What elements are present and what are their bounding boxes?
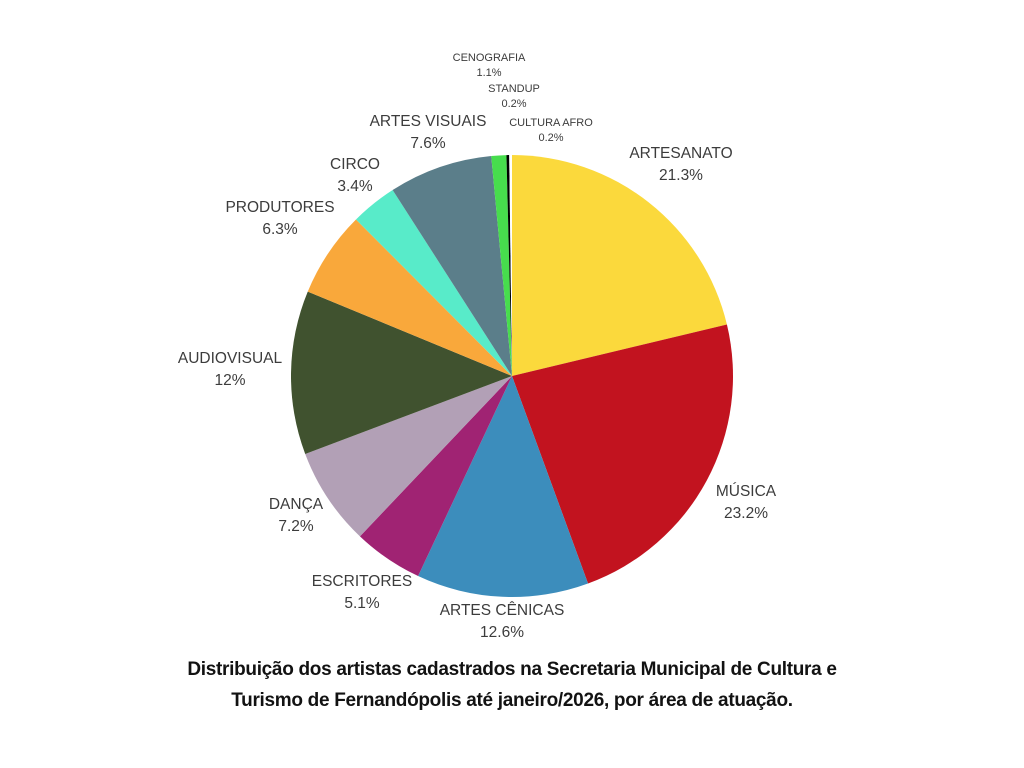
slice-percent: 23.2% [724, 505, 768, 522]
chart-caption: Distribuição dos artistas cadastrados na… [82, 654, 942, 716]
pie-slice-artesanato [512, 155, 727, 376]
slice-name: DANÇA [268, 496, 324, 513]
slice-percent: 5.1% [344, 595, 380, 612]
slice-name: ARTES CÊNICAS [439, 602, 565, 619]
slice-percent: 7.2% [278, 518, 314, 535]
pie-slice-produtores [307, 219, 512, 376]
slice-percent: 6.3% [262, 221, 298, 238]
slice-label-artes-visuais: ARTES VISUAIS 7.6% [370, 111, 487, 155]
pie-slice-artes-visuais [392, 155, 512, 376]
slice-name: AUDIOVISUAL [177, 350, 283, 367]
slice-label-escritores: ESCRITORES 5.1% [312, 571, 413, 615]
slice-percent: 21.3% [659, 167, 703, 184]
slice-label-standup: STANDUP 0.2% [488, 82, 540, 112]
pie-slice-cenografia [491, 155, 512, 376]
slice-percent: 12% [214, 372, 246, 389]
chart-caption-line1: Distribuição dos artistas cadastrados na… [187, 659, 837, 680]
slice-label-cenografia: CENOGRAFIA 1.1% [453, 51, 526, 81]
slice-name: CULTURA AFRO [509, 117, 593, 129]
slice-name: PRODUTORES [225, 199, 335, 216]
slice-label-cultura-afro: CULTURA AFRO 0.2% [509, 116, 593, 146]
slice-percent: 0.2% [538, 132, 564, 144]
slice-label-artesanato: ARTESANATO 21.3% [629, 143, 732, 187]
slice-label-circo: CIRCO 3.4% [330, 154, 380, 198]
slice-label-artes-cenicas: ARTES CÊNICAS 12.6% [440, 600, 565, 644]
slice-percent: 0.2% [501, 98, 527, 110]
slice-percent: 12.6% [480, 624, 524, 641]
slice-name: ARTESANATO [629, 145, 733, 162]
slice-label-danca: DANÇA 7.2% [269, 494, 323, 538]
pie-slice-danca [305, 376, 512, 537]
slice-percent: 3.4% [337, 178, 373, 195]
slice-label-audiovisual: AUDIOVISUAL 12% [178, 348, 282, 392]
slice-label-musica: MÚSICA 23.2% [716, 481, 776, 525]
pie-slice-cultura-afro [509, 155, 512, 376]
slice-percent: 1.1% [476, 67, 502, 79]
pie-slice-standup [506, 155, 512, 376]
slice-name: MÚSICA [715, 483, 777, 500]
pie-slice-escritores [359, 376, 512, 577]
pie-slice-circo [355, 190, 512, 376]
slice-name: CENOGRAFIA [452, 52, 526, 64]
chart-caption-line2: Turismo de Fernandópolis até janeiro/202… [231, 690, 793, 711]
slice-name: ARTES VISUAIS [369, 113, 487, 130]
pie-slice-audiovisual [291, 291, 512, 454]
slice-name: ESCRITORES [311, 573, 413, 590]
slice-percent: 7.6% [410, 135, 446, 152]
pie-slice-artes-cenicas [418, 376, 589, 597]
pie-slice-musica [512, 324, 734, 584]
slice-label-produtores: PRODUTORES 6.3% [225, 197, 334, 241]
slice-name: STANDUP [488, 83, 540, 95]
slice-name: CIRCO [330, 156, 380, 173]
